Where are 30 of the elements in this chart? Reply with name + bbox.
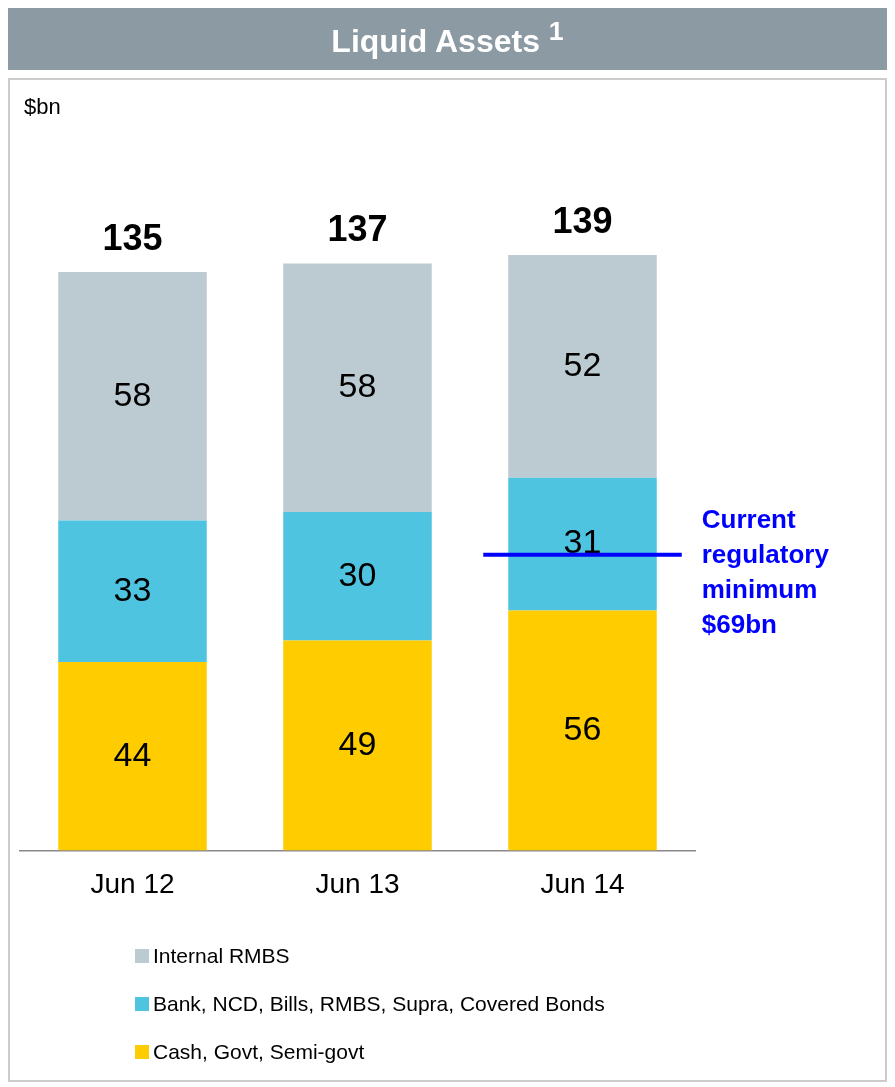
- data-label: 49: [338, 723, 377, 762]
- x-tick-label: Jun 14: [540, 867, 625, 899]
- legend-label: Cash, Govt, Semi-govt: [153, 1039, 365, 1064]
- legend-label: Bank, NCD, Bills, RMBS, Supra, Covered Bonds: [153, 991, 605, 1016]
- data-label: 52: [563, 344, 602, 383]
- total-label: 137: [327, 208, 388, 250]
- bar: [58, 520, 207, 662]
- bar: [508, 610, 657, 851]
- text: $bn: [24, 93, 61, 120]
- bar: [508, 254, 657, 478]
- bar: [508, 477, 657, 611]
- data-label: 58: [113, 374, 152, 413]
- data-label: 31: [563, 522, 602, 561]
- total-label: 135: [102, 216, 163, 258]
- data-label: 44: [113, 734, 152, 773]
- bar: [283, 511, 432, 641]
- bar: [58, 271, 207, 521]
- ref-line-label: Current regulatory minimum $69bn: [701, 503, 830, 639]
- data-label: 33: [113, 569, 152, 608]
- data-label: 56: [563, 708, 602, 747]
- chart-title: Liquid Assets $^{1}$: [8, 8, 887, 70]
- bar: [58, 661, 207, 851]
- data-label: 58: [338, 365, 377, 404]
- data-label: 30: [338, 554, 377, 593]
- x-tick-label: Jun 12: [90, 867, 175, 899]
- legend-label: Internal RMBS: [153, 943, 290, 968]
- bar: [283, 263, 432, 512]
- total-label: 139: [552, 199, 613, 241]
- x-tick-label: Jun 13: [315, 867, 400, 899]
- bar: [283, 640, 432, 851]
